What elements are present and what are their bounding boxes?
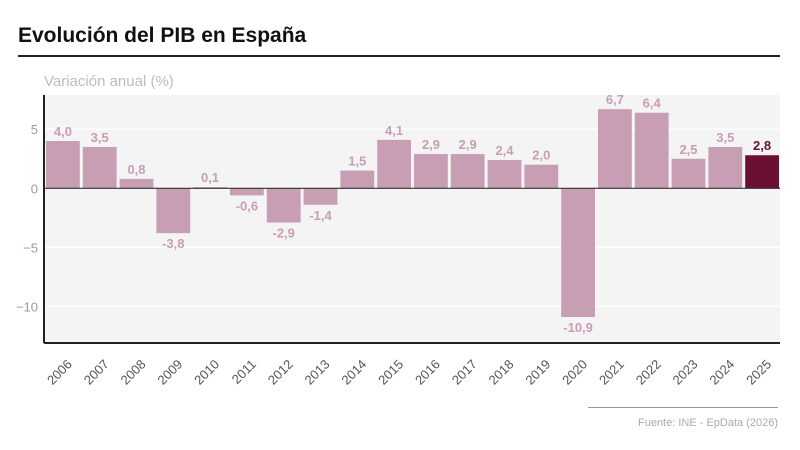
data-label: -0,6 <box>236 198 258 213</box>
x-tick-label: 2010 <box>191 357 222 388</box>
x-tick-label: 2016 <box>412 357 443 388</box>
chart-title: Evolución del PIB en España <box>18 24 307 47</box>
data-label: -1,4 <box>309 208 332 223</box>
data-label: 2,5 <box>679 142 697 157</box>
data-label: 0,8 <box>127 162 145 177</box>
bar-2013 <box>303 188 338 205</box>
source-note: Fuente: INE - EpData (2026) <box>637 417 778 429</box>
source-divider <box>588 407 778 408</box>
x-tick-label: 2021 <box>596 357 627 388</box>
x-tick-label: 2013 <box>302 357 333 388</box>
data-label: 1,5 <box>348 154 366 169</box>
x-tick-label: 2007 <box>81 357 112 388</box>
bar-2023 <box>671 158 706 189</box>
y-tick-label: −10 <box>16 299 38 314</box>
data-label: 2,9 <box>459 137 477 152</box>
x-tick-label: 2023 <box>670 357 701 388</box>
data-label: 6,4 <box>643 96 662 111</box>
bar-2025 <box>745 155 779 189</box>
x-tick-label: 2012 <box>265 357 296 388</box>
data-label: 4,1 <box>385 123 403 138</box>
bar-chart: 5 0 −5 −10 4,0 2006 3,5 2007 0,8 2008 -3,8 2009 0,1 2… <box>16 92 780 388</box>
data-label: 2,8 <box>753 138 771 153</box>
bar-2020 <box>561 188 595 318</box>
x-tick-label: 2025 <box>743 357 774 388</box>
bar-2006 <box>46 141 80 189</box>
data-label: 6,7 <box>606 92 624 107</box>
y-tick-label: 0 <box>31 181 38 196</box>
x-tick-label: 2018 <box>486 357 517 388</box>
bar-2011 <box>230 188 264 196</box>
bar-2018 <box>487 159 522 189</box>
x-tick-label: 2011 <box>229 357 259 387</box>
data-label: 4,0 <box>54 124 72 139</box>
x-tick-label: 2014 <box>338 357 369 388</box>
bar-2021 <box>598 109 632 189</box>
bar-2019 <box>524 164 559 189</box>
data-label: 2,0 <box>532 148 550 163</box>
data-label: 2,4 <box>495 143 514 158</box>
data-label: 2,9 <box>422 137 440 152</box>
data-label: -10,9 <box>563 320 593 335</box>
bar-2009 <box>156 188 191 234</box>
bar-2015 <box>377 139 411 189</box>
bar-2008 <box>119 178 154 189</box>
bar-2014 <box>340 170 375 189</box>
x-tick-label: 2024 <box>706 357 737 388</box>
data-label: -3,8 <box>162 236 184 251</box>
data-label: 3,5 <box>716 130 734 145</box>
y-tick-label: 5 <box>31 122 38 137</box>
y-tick-label: −5 <box>23 240 38 255</box>
x-tick-label: 2022 <box>633 357 664 388</box>
title-divider <box>18 55 780 57</box>
data-label: 0,1 <box>201 170 219 185</box>
bar-2012 <box>266 188 301 223</box>
x-tick-label: 2020 <box>559 357 590 388</box>
data-label: -2,9 <box>272 226 294 241</box>
x-tick-label: 2017 <box>449 357 480 388</box>
data-label: 3,5 <box>91 130 109 145</box>
bar-2017 <box>450 154 485 189</box>
bar-2016 <box>414 154 448 189</box>
bar-2022 <box>634 112 669 189</box>
bar-2024 <box>708 146 743 189</box>
x-tick-label: 2009 <box>154 357 185 388</box>
x-tick-label: 2008 <box>118 357 149 388</box>
bar-2007 <box>82 146 117 189</box>
x-tick-label: 2015 <box>375 357 406 388</box>
x-tick-label: 2006 <box>44 357 75 388</box>
y-axis-label: Variación anual (%) <box>44 73 174 90</box>
x-tick-label: 2019 <box>522 357 553 388</box>
